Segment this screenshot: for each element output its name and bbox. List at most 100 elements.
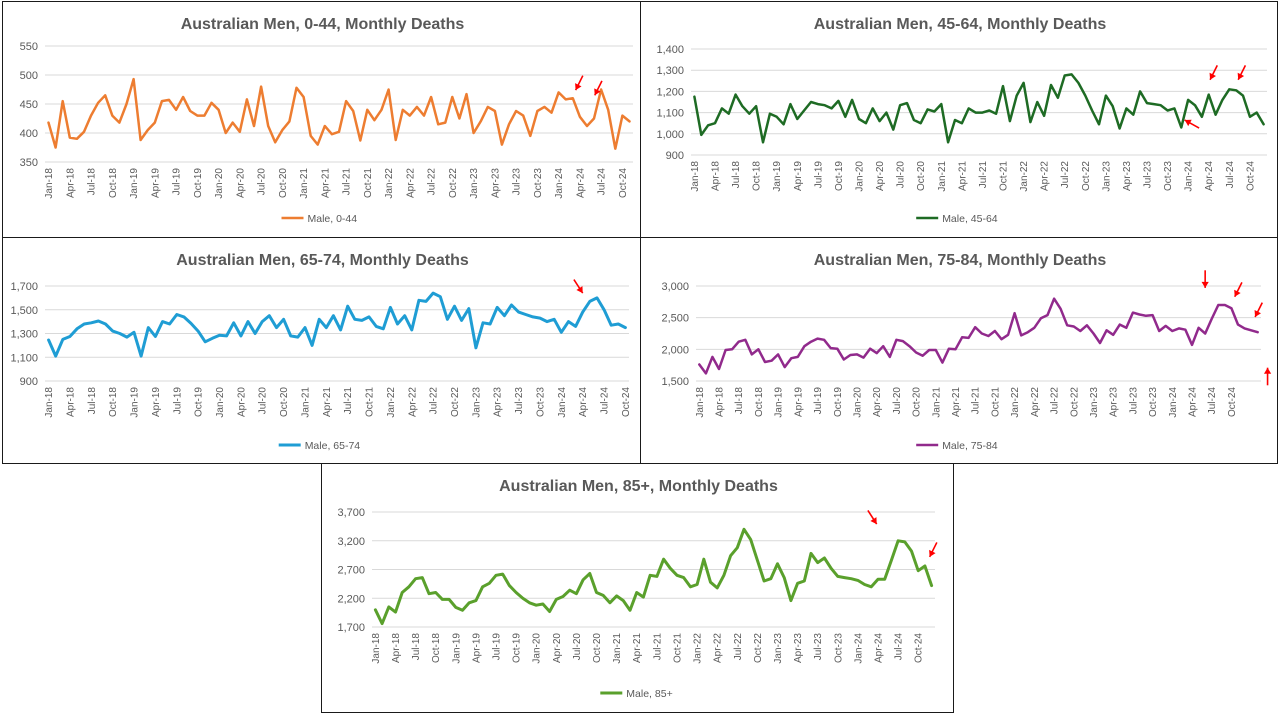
- x-tick-label: Jul-23: [512, 168, 523, 196]
- chart-title: Australian Men, 75-84, Monthly Deaths: [814, 252, 1107, 269]
- y-tick-label: 1,700: [10, 281, 38, 293]
- x-tick-label: Oct-22: [1069, 387, 1080, 417]
- x-tick-label: Jul-22: [429, 387, 440, 415]
- legend-label: Male, 0-44: [308, 213, 358, 225]
- x-tick-label: Apr-18: [65, 168, 76, 198]
- x-tick-label: Oct-20: [912, 387, 923, 417]
- y-tick-label: 1,000: [656, 129, 684, 141]
- x-tick-label: Apr-23: [793, 633, 804, 663]
- x-tick-label: Jan-19: [129, 168, 140, 199]
- x-tick-label: Jul-19: [813, 387, 824, 415]
- x-tick-label: Jan-18: [44, 168, 55, 199]
- x-tick-label: Oct-18: [108, 387, 119, 417]
- x-tick-label: Apr-22: [407, 387, 418, 417]
- x-tick-label: Apr-21: [322, 387, 333, 417]
- series-line: [47, 77, 631, 150]
- x-tick-label: Jul-18: [731, 161, 742, 189]
- x-tick-label: Jan-21: [937, 161, 948, 192]
- chart-panel-0-44: Australian Men, 0-44, Monthly Deaths 350 4…: [2, 1, 641, 238]
- legend-label: Male, 65-74: [305, 440, 361, 452]
- x-tick-label: Oct-21: [990, 387, 1001, 417]
- x-tick-label: Apr-18: [714, 387, 725, 417]
- x-tick-label: Jul-18: [734, 387, 745, 415]
- y-tick-label: 400: [20, 128, 38, 140]
- x-tick-label: Jul-23: [1143, 161, 1154, 189]
- x-tick-label: Jan-21: [300, 387, 311, 418]
- arrow-head: [594, 88, 601, 96]
- x-tick-label: Oct-23: [533, 168, 544, 198]
- x-tick-label: Jan-20: [855, 161, 866, 192]
- chart-svg-85-plus: Australian Men, 85+, Monthly Deaths 1,700…: [337, 478, 938, 700]
- red-arrow-annotation: [1254, 302, 1264, 318]
- x-tick-label: Jan-20: [852, 387, 863, 418]
- x-tick-label: Oct-24: [914, 633, 925, 663]
- x-tick-label: Jan-22: [384, 168, 395, 199]
- x-tick-label: Jan-20: [532, 633, 543, 664]
- x-tick-label: Jul-22: [427, 168, 438, 196]
- x-tick-label: Jan-21: [931, 387, 942, 418]
- x-tick-label: Apr-20: [872, 387, 883, 417]
- x-tick-label: Apr-24: [1188, 387, 1199, 417]
- chart-panel-45-64: Australian Men, 45-64, Monthly Deaths 900…: [640, 1, 1278, 238]
- x-tick-label: Apr-19: [793, 161, 804, 191]
- y-tick-label: 2,000: [661, 344, 689, 356]
- y-tick-label: 550: [20, 41, 38, 53]
- x-tick-label: Jan-18: [44, 387, 55, 418]
- chart-panel-75-84: Australian Men, 75-84, Monthly Deaths 1,5…: [640, 237, 1278, 464]
- x-tick-label: Jan-22: [1010, 387, 1021, 418]
- x-tick-label: Apr-20: [235, 168, 246, 198]
- x-tick-label: Jan-24: [557, 387, 568, 418]
- y-tick-label: 2,700: [337, 565, 365, 577]
- x-tick-label: Oct-19: [194, 387, 205, 417]
- x-tick-label: Jul-23: [813, 633, 824, 661]
- arrow-head: [576, 286, 583, 294]
- x-tick-label: Jan-24: [1184, 161, 1195, 192]
- x-tick-label: Jan-19: [772, 161, 783, 192]
- x-tick-label: Oct-24: [618, 168, 629, 198]
- x-tick-label: Apr-21: [957, 161, 968, 191]
- x-tick-label: Oct-18: [754, 387, 765, 417]
- y-tick-label: 1,300: [656, 65, 684, 77]
- x-tick-label: Apr-21: [320, 168, 331, 198]
- x-tick-label: Apr-23: [490, 168, 501, 198]
- x-tick-label: Oct-23: [1148, 387, 1159, 417]
- x-tick-label: Oct-18: [752, 161, 763, 191]
- x-tick-label: Oct-20: [279, 387, 290, 417]
- x-tick-label: Oct-19: [193, 168, 204, 198]
- x-tick-label: Oct-24: [1245, 161, 1256, 191]
- arrow-head: [929, 549, 936, 557]
- y-tick-label: 1,500: [661, 376, 689, 388]
- x-tick-label: Jan-23: [1101, 161, 1112, 192]
- x-tick-label: Jan-24: [853, 633, 864, 664]
- x-tick-label: Jan-22: [386, 387, 397, 418]
- legend-label: Male, 85+: [626, 688, 672, 700]
- x-tick-label: Apr-19: [471, 633, 482, 663]
- x-tick-label: Oct-21: [999, 161, 1010, 191]
- x-tick-label: Apr-18: [65, 387, 76, 417]
- x-tick-label: Jan-22: [1019, 161, 1030, 192]
- x-tick-label: Oct-18: [108, 168, 119, 198]
- x-tick-label: Apr-19: [150, 168, 161, 198]
- x-tick-label: Oct-23: [833, 633, 844, 663]
- red-arrow-annotation: [1237, 64, 1247, 81]
- x-tick-label: Oct-20: [592, 633, 603, 663]
- x-tick-label: Apr-23: [1109, 387, 1120, 417]
- red-arrow-annotation: [1184, 119, 1200, 129]
- x-tick-label: Jul-21: [971, 387, 982, 415]
- x-tick-label: Oct-22: [1081, 161, 1092, 191]
- x-tick-label: Apr-20: [236, 387, 247, 417]
- x-tick-label: Apr-20: [552, 633, 563, 663]
- arrow-head: [870, 517, 877, 525]
- x-tick-label: Jul-19: [491, 633, 502, 661]
- x-tick-label: Jan-23: [471, 387, 482, 418]
- x-tick-label: Apr-24: [1204, 161, 1215, 191]
- x-tick-label: Oct-19: [833, 387, 844, 417]
- x-tick-label: Apr-24: [874, 633, 885, 663]
- y-tick-label: 2,500: [661, 313, 689, 325]
- x-tick-label: Oct-23: [535, 387, 546, 417]
- x-tick-label: Jan-20: [215, 387, 226, 418]
- arrow-head: [1254, 310, 1261, 318]
- x-tick-label: Oct-23: [1163, 161, 1174, 191]
- chart-title: Australian Men, 85+, Monthly Deaths: [499, 478, 778, 495]
- x-tick-label: Oct-24: [1227, 387, 1238, 417]
